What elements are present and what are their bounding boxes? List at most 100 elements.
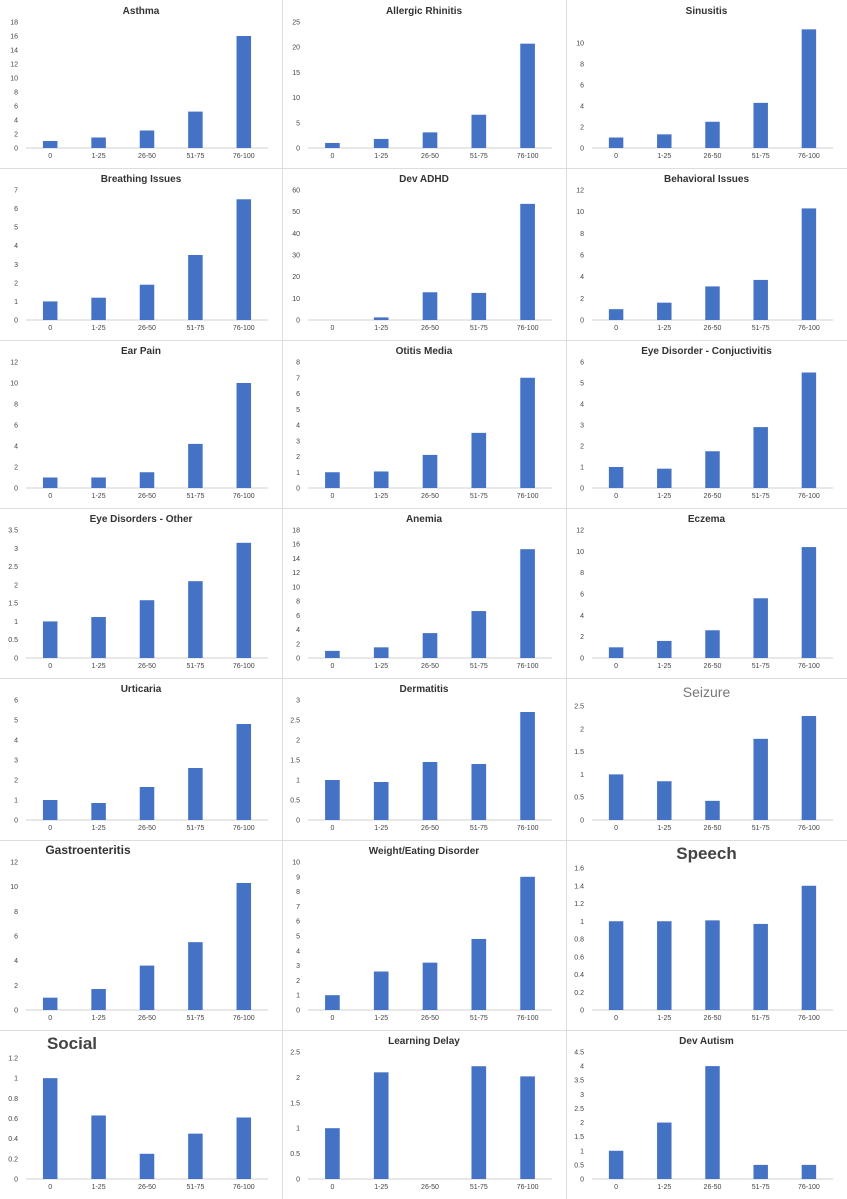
chart-15-y-tick: 2.5 xyxy=(574,704,584,711)
chart-4-y-tick: 0 xyxy=(14,318,18,325)
chart-10-x-tick: 51-75 xyxy=(186,663,204,670)
chart-4-title: Breathing Issues xyxy=(101,174,182,185)
panel-separator xyxy=(0,340,847,341)
chart-8-title: Otitis Media xyxy=(396,346,453,357)
chart-12-x-tick: 51-75 xyxy=(752,663,770,670)
chart-15-x-tick: 1-25 xyxy=(657,825,671,832)
chart-16-bar-51-75 xyxy=(188,942,203,1010)
chart-21-bar-26-50 xyxy=(705,1066,720,1179)
chart-12-y-tick: 10 xyxy=(576,549,584,556)
chart-20-x-tick: 1-25 xyxy=(374,1184,388,1191)
chart-5-title: Dev ADHD xyxy=(399,174,449,185)
chart-3-y-tick: 10 xyxy=(576,41,584,48)
chart-6-bar-1-25 xyxy=(657,302,672,320)
chart-11-y-tick: 16 xyxy=(292,542,300,549)
chart-16-bar-0 xyxy=(42,997,58,1010)
chart-11-x-tick: 51-75 xyxy=(470,663,488,670)
chart-6-bar-76-100 xyxy=(801,208,817,320)
chart-9-x-tick: 26-50 xyxy=(704,493,722,500)
chart-11-y-tick: 12 xyxy=(292,570,300,577)
chart-18-title: Speech xyxy=(676,844,736,863)
chart-16-panel: Gastroenteritis 0 2 4 6 8 10 12 0 1-25 26-50 51-75 7… xyxy=(0,840,282,1030)
chart-16-svg: Gastroenteritis 0 2 4 6 8 10 12 0 1-25 26-50 51-75 7… xyxy=(10,843,268,1022)
chart-17-y-tick: 8 xyxy=(296,889,300,896)
chart-18-x-tick: 51-75 xyxy=(752,1015,770,1022)
chart-17-x-tick: 1-25 xyxy=(374,1015,388,1022)
chart-16-x-tick: 1-25 xyxy=(92,1015,106,1022)
chart-5-x-tick: 1-25 xyxy=(374,325,388,332)
chart-13-y-tick: 0 xyxy=(14,818,18,825)
chart-10-y-tick: 1 xyxy=(14,619,18,626)
chart-5-bar-26-50 xyxy=(422,292,438,320)
chart-5-y-tick: 20 xyxy=(292,274,300,281)
chart-2-x-tick: 1-25 xyxy=(374,153,388,160)
chart-19-y-tick: 0.2 xyxy=(8,1156,18,1163)
chart-12-bar-51-75 xyxy=(753,598,768,658)
chart-9-bar-51-75 xyxy=(753,427,768,488)
chart-17-svg: Weight/Eating Disorder 0 1 2 3 4 5 6 7 8 9 10 0 1-25 2… xyxy=(292,846,552,1022)
chart-8-bar-0 xyxy=(325,472,340,488)
chart-21-bar-76-100 xyxy=(801,1164,817,1179)
chart-19-bar-51-75 xyxy=(188,1133,203,1179)
chart-7-y-tick: 2 xyxy=(14,465,18,472)
chart-5-x-tick: 51-75 xyxy=(470,325,488,332)
chart-10-y-tick: 2.5 xyxy=(8,564,18,571)
chart-11-title: Anemia xyxy=(406,514,443,525)
chart-9-y-tick: 3 xyxy=(580,423,584,430)
chart-17-bar-51-75 xyxy=(471,938,487,1010)
chart-1-title: Asthma xyxy=(123,6,160,17)
chart-2-y-tick: 5 xyxy=(296,120,300,127)
chart-18-bar-76-100 xyxy=(801,885,817,1010)
chart-9-y-tick: 4 xyxy=(580,402,584,409)
chart-21-svg: Dev Autism 0 0.5 1 1.5 2 2.5 3 3.5 4 4.5 0 1-25 26-50… xyxy=(574,1036,833,1191)
chart-3-bar-1-25 xyxy=(657,134,672,148)
chart-4-bar-0 xyxy=(42,301,58,320)
chart-4-y-tick: 5 xyxy=(14,225,18,232)
chart-12-y-tick: 12 xyxy=(576,528,584,535)
chart-20-y-tick: 0 xyxy=(296,1177,300,1184)
chart-8-bar-1-25 xyxy=(373,471,389,488)
chart-18-bar-0 xyxy=(608,921,624,1010)
panel-separator xyxy=(0,678,847,679)
chart-12-y-tick: 0 xyxy=(580,656,584,663)
chart-8-y-tick: 5 xyxy=(296,407,300,414)
chart-10-y-tick: 0 xyxy=(14,656,18,663)
chart-6-title: Behavioral Issues xyxy=(664,174,749,185)
chart-12-bar-1-25 xyxy=(657,640,672,658)
chart-8-x-tick: 0 xyxy=(330,493,334,500)
chart-14-y-tick: 2 xyxy=(296,738,300,745)
chart-12-panel: Eczema 0 2 4 6 8 10 12 0 1-25 26-50 51-75 76-100 xyxy=(566,508,847,678)
chart-11-y-tick: 0 xyxy=(296,656,300,663)
chart-6-x-tick: 51-75 xyxy=(752,325,770,332)
chart-21-y-tick: 3.5 xyxy=(574,1078,584,1085)
chart-2-x-tick: 76-100 xyxy=(517,153,539,160)
chart-15-bar-51-75 xyxy=(753,738,768,820)
chart-14-x-tick: 0 xyxy=(330,825,334,832)
chart-21-x-tick: 51-75 xyxy=(752,1184,770,1191)
chart-21-bar-0 xyxy=(608,1150,624,1179)
chart-5-bar-1-25 xyxy=(373,317,389,320)
chart-4-x-tick: 1-25 xyxy=(92,325,106,332)
chart-19-bar-1-25 xyxy=(91,1115,106,1179)
chart-19-x-tick: 1-25 xyxy=(92,1184,106,1191)
chart-21-y-tick: 0 xyxy=(580,1177,584,1184)
chart-18-y-tick: 0 xyxy=(580,1008,584,1015)
chart-19-y-tick: 1.2 xyxy=(8,1056,18,1063)
chart-1-x-tick: 1-25 xyxy=(92,153,106,160)
chart-15-y-tick: 0.5 xyxy=(574,795,584,802)
chart-21-bar-51-75 xyxy=(753,1164,768,1179)
chart-21-y-tick: 1.5 xyxy=(574,1134,584,1141)
chart-11-panel: Anemia 0 2 4 6 8 10 12 14 16 18 0 1-25 26-50 51-75 76-1… xyxy=(282,508,566,678)
chart-6-y-tick: 6 xyxy=(580,253,584,260)
chart-20-bar-1-25 xyxy=(373,1072,389,1179)
chart-10-panel: Eye Disorders - Other 0 0.5 1 1.5 2 2.5 3 3.5 0 1-… xyxy=(0,508,282,678)
chart-15-y-tick: 0 xyxy=(580,818,584,825)
chart-15-x-tick: 51-75 xyxy=(752,825,770,832)
chart-7-y-tick: 6 xyxy=(14,423,18,430)
chart-17-y-tick: 3 xyxy=(296,963,300,970)
panel-separator xyxy=(0,508,847,509)
chart-17-x-tick: 51-75 xyxy=(470,1015,488,1022)
chart-17-y-tick: 9 xyxy=(296,874,300,881)
chart-17-y-tick: 4 xyxy=(296,948,300,955)
chart-2-svg: Allergic Rhinitis 0 5 10 15 20 25 0 1-25 26-50 51-… xyxy=(292,6,552,160)
